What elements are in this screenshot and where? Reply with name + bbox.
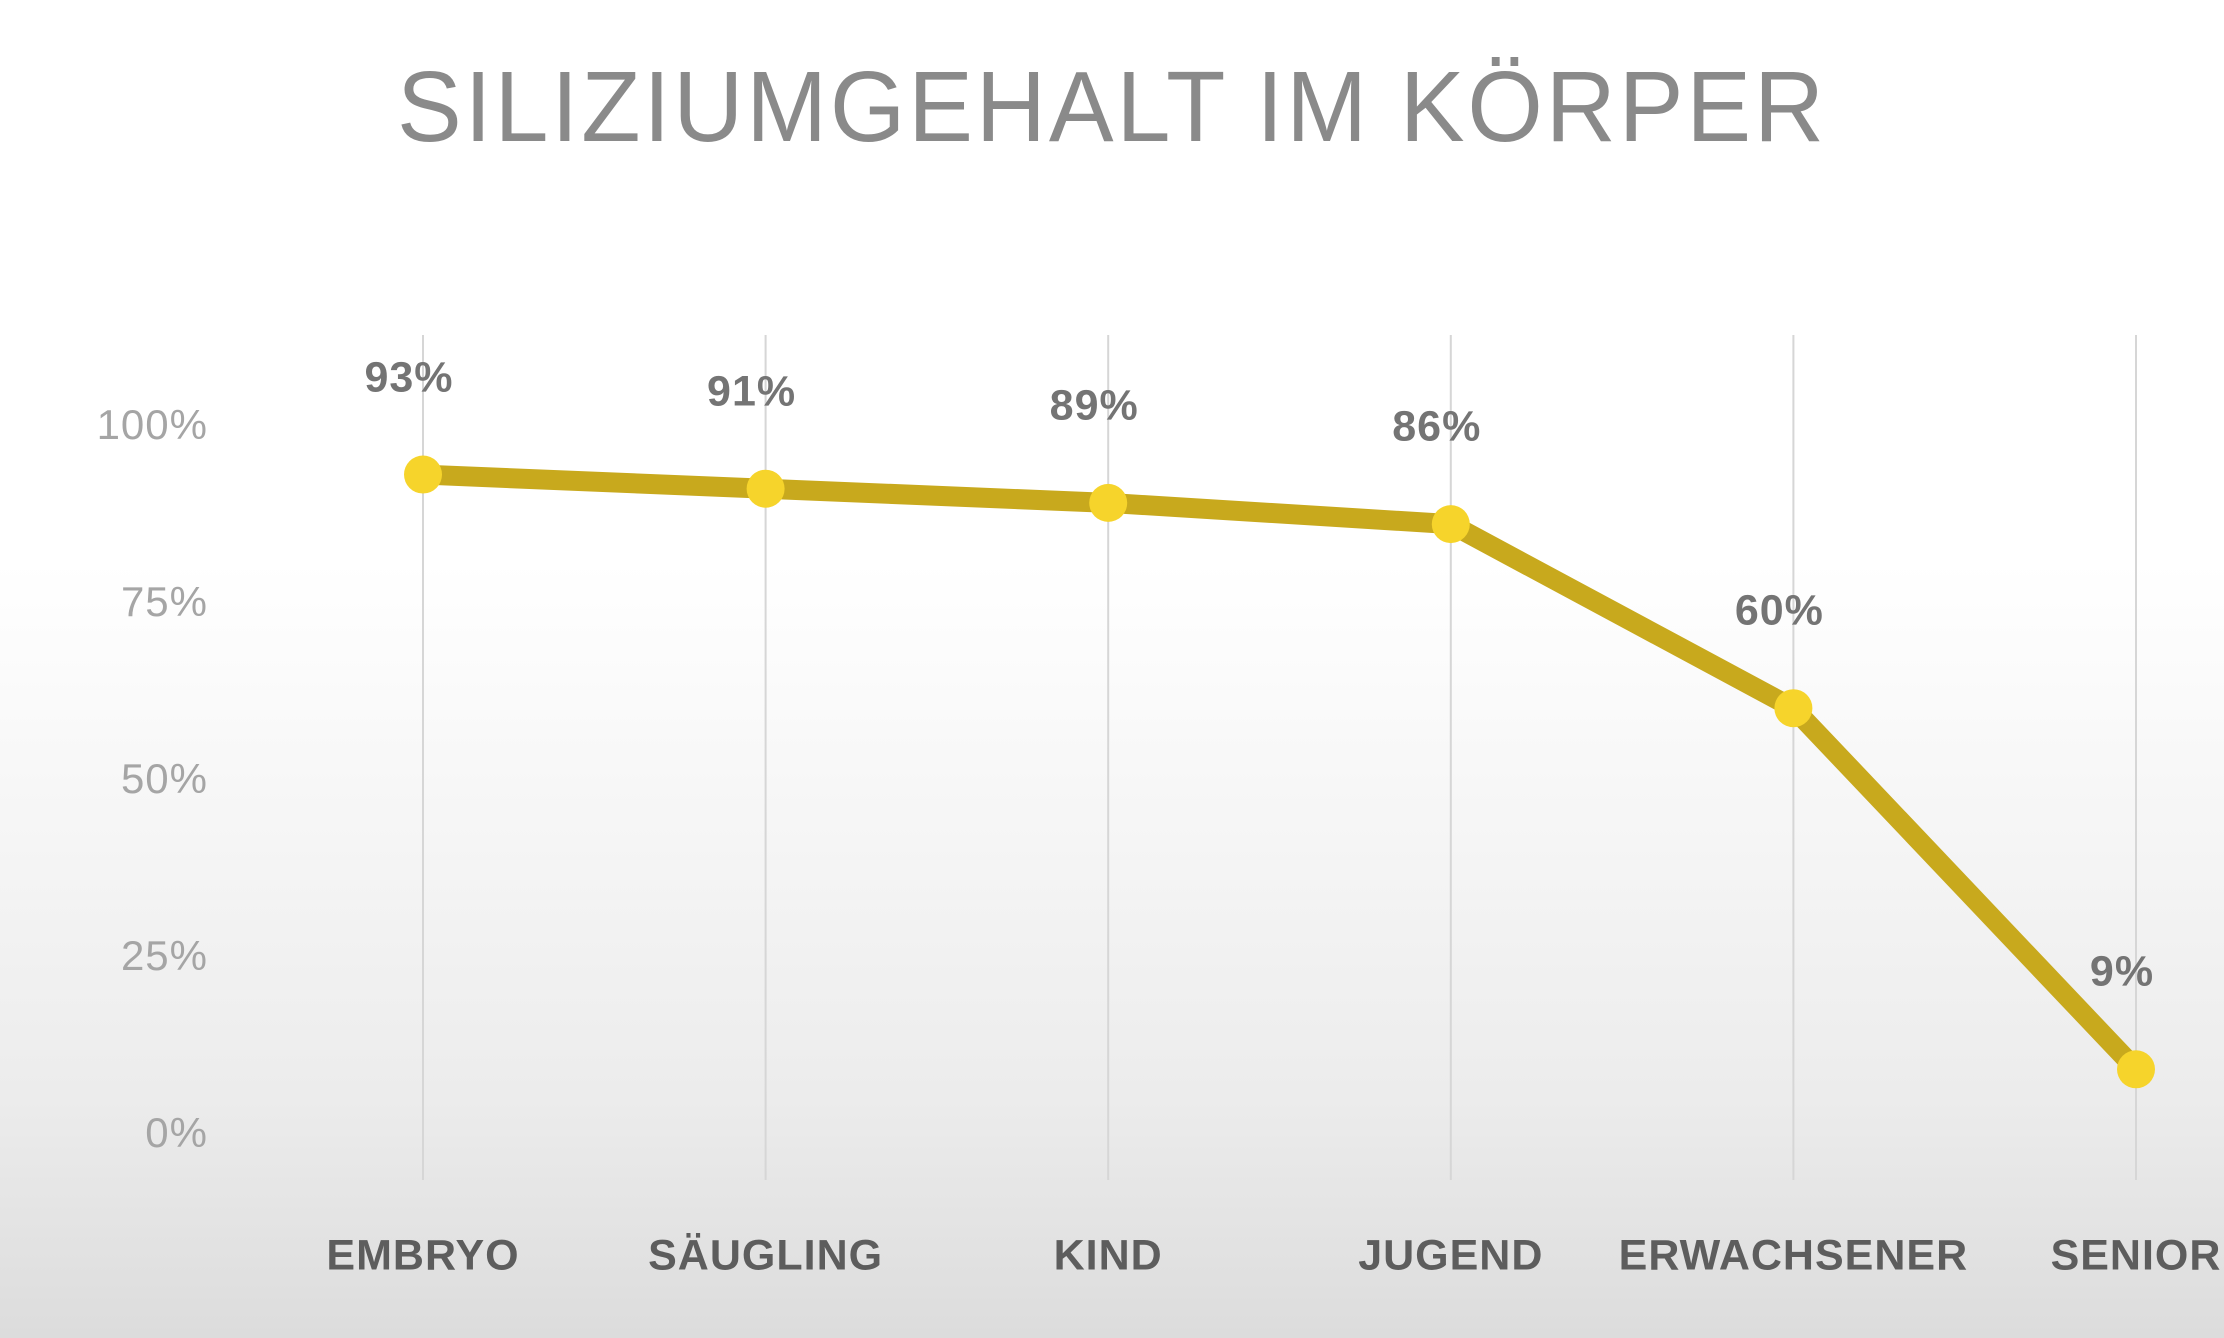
data-point (1431, 505, 1470, 544)
y-tick-label: 50% (120, 755, 208, 802)
category-label: JUGEND (1358, 1231, 1544, 1280)
y-tick-label: 0% (145, 1109, 208, 1156)
data-point (2117, 1050, 2155, 1089)
data-label: 86% (1392, 402, 1482, 451)
y-tick-label: 25% (120, 932, 208, 979)
series-line (413, 464, 2146, 1080)
data-point (1089, 483, 1128, 522)
data-point (404, 455, 442, 494)
category-label: EMBRYO (326, 1231, 520, 1280)
category-label: ERWACHSENER (1618, 1231, 1969, 1280)
chart-title: SILIZIUMGEHALT IM KÖRPER (397, 51, 1827, 163)
category-label: SENIOR (2050, 1231, 2222, 1280)
data-label: 89% (1049, 381, 1139, 430)
category-label: KIND (1053, 1231, 1163, 1280)
data-label: 9% (2089, 947, 2155, 996)
data-label: 93% (364, 353, 454, 402)
y-tick-label: 75% (120, 578, 208, 625)
category-label: SÄUGLING (648, 1231, 884, 1280)
data-point (746, 469, 785, 508)
data-point (1774, 689, 1813, 728)
y-tick-label: 100% (96, 401, 208, 448)
data-label: 60% (1734, 586, 1824, 635)
data-label: 91% (707, 367, 797, 416)
